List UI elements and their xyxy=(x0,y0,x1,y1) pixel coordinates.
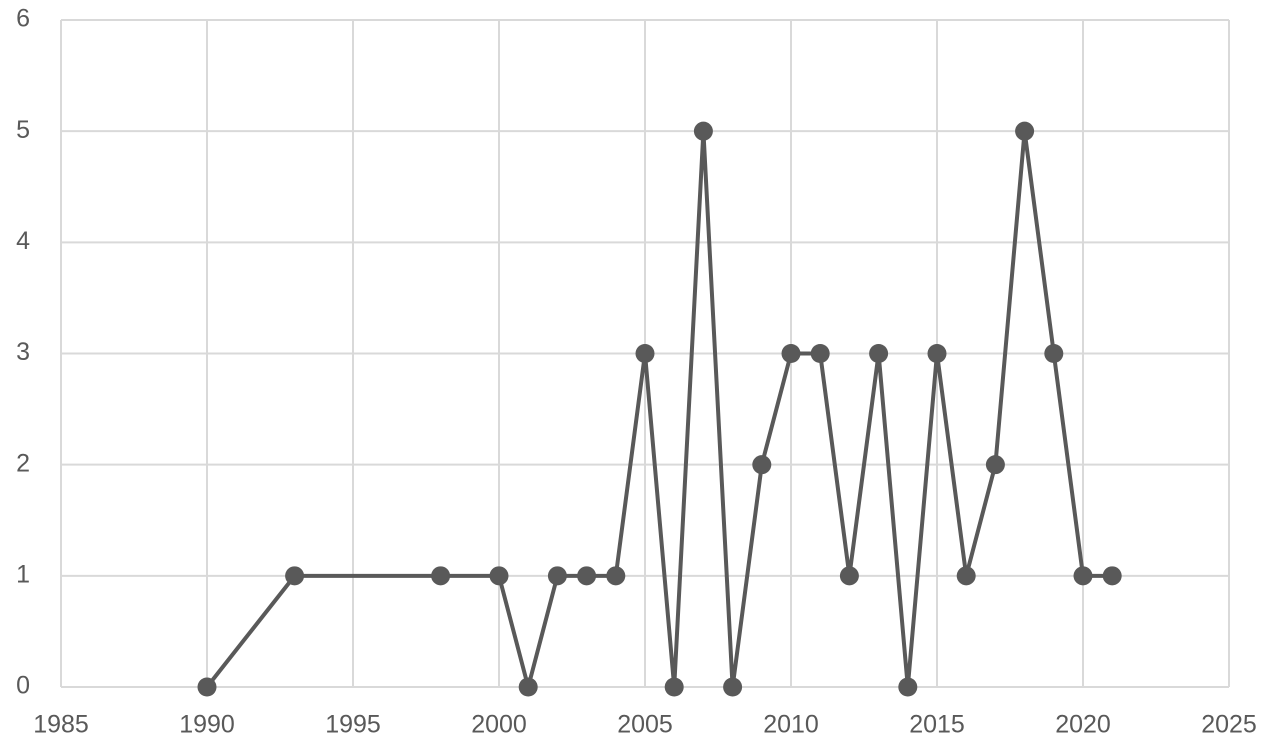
x-tick-label: 2015 xyxy=(909,711,965,739)
x-tick-label: 1985 xyxy=(33,711,89,739)
data-point xyxy=(927,344,947,363)
data-point xyxy=(577,566,597,586)
data-point xyxy=(1044,344,1064,363)
data-point xyxy=(635,344,655,363)
data-point xyxy=(752,455,772,475)
x-tick-label: 2010 xyxy=(763,711,819,739)
x-tick-label: 2000 xyxy=(471,711,527,739)
data-point xyxy=(431,566,451,586)
y-tick-label: 2 xyxy=(16,449,30,477)
y-tick-label: 6 xyxy=(16,5,30,33)
x-tick-label: 1990 xyxy=(179,711,235,739)
y-tick-label: 5 xyxy=(16,116,30,144)
y-tick-label: 0 xyxy=(16,672,30,700)
y-tick-label: 1 xyxy=(16,560,30,588)
data-point xyxy=(197,677,217,697)
data-point xyxy=(1015,121,1035,141)
data-point xyxy=(781,344,801,363)
data-point xyxy=(1102,566,1122,586)
x-tick-label: 2020 xyxy=(1055,711,1111,739)
data-point xyxy=(723,677,743,697)
y-tick-label: 3 xyxy=(16,338,30,366)
data-point xyxy=(810,344,830,363)
y-tick-label: 4 xyxy=(16,227,30,255)
data-line xyxy=(205,129,1113,689)
data-point xyxy=(693,121,713,141)
data-point xyxy=(489,566,509,586)
x-tick-label: 2005 xyxy=(617,711,673,739)
x-tick-label: 2025 xyxy=(1201,711,1257,739)
data-point xyxy=(956,566,976,586)
x-tick-label: 1995 xyxy=(325,711,381,739)
data-point xyxy=(664,677,684,697)
data-point xyxy=(985,455,1005,475)
data-point xyxy=(898,677,918,697)
data-point xyxy=(285,566,305,586)
data-point xyxy=(518,677,538,697)
data-point xyxy=(839,566,859,586)
data-point xyxy=(606,566,626,586)
data-point xyxy=(547,566,567,586)
data-point xyxy=(869,344,889,363)
data-point xyxy=(1073,566,1093,586)
